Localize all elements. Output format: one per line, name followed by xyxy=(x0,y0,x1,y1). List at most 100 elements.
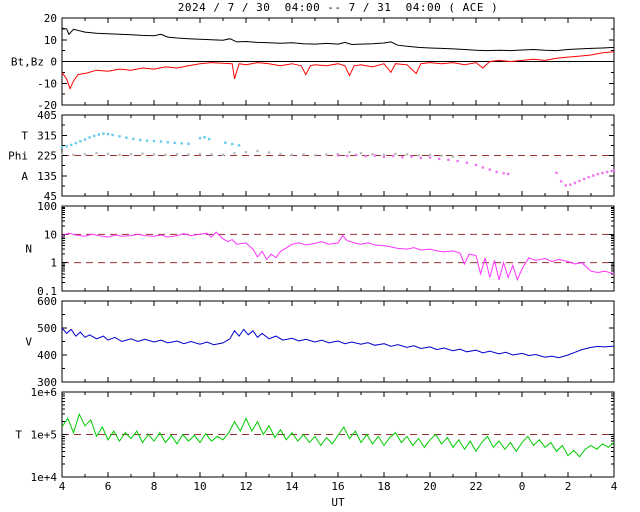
scatter-point-alpha xyxy=(419,156,422,160)
scatter-point-alpha xyxy=(474,163,478,167)
x-axis-label: UT xyxy=(331,496,345,509)
scatter-point-phi xyxy=(325,153,328,156)
scatter-point-phi xyxy=(164,153,167,157)
scatter-point-alpha xyxy=(559,180,563,183)
scatter-point-alpha xyxy=(364,154,367,158)
panel-ylabel: V xyxy=(25,336,32,349)
scatter-point-alpha xyxy=(502,172,505,175)
scatter-point-alpha xyxy=(495,170,498,174)
scatter-point-phi xyxy=(60,152,64,156)
panel-ylabel: Bt,Bz xyxy=(11,56,44,69)
panel-ylabel: Phi xyxy=(8,150,28,163)
panel-speed: 600 500 400 300 V xyxy=(25,295,615,389)
scatter-point-phi xyxy=(359,152,363,155)
panel-angle: 405 315 225 135 45 T Phi A xyxy=(8,109,616,203)
y-tick-label: -20 xyxy=(37,99,57,112)
scatter-point-alpha xyxy=(456,159,459,163)
y-tick-label: 45 xyxy=(44,190,57,203)
x-tick-label: 2 xyxy=(565,480,572,493)
y-tick-label: 135 xyxy=(37,170,57,183)
x-tick-label: 12 xyxy=(239,480,252,493)
scatter-point-theta xyxy=(159,140,163,143)
scatter-point-theta xyxy=(208,137,211,141)
x-tick-label: 8 xyxy=(151,480,158,493)
scatter-point-alpha xyxy=(410,155,413,158)
scatter-point-phi xyxy=(382,153,386,157)
y-tick-label: 405 xyxy=(37,109,57,122)
scatter-point-alpha xyxy=(587,175,590,179)
y-tick-label: 300 xyxy=(37,376,57,389)
scatter-point-phi xyxy=(440,154,443,157)
scatter-point-alpha xyxy=(573,181,577,185)
series-Bt xyxy=(61,27,615,52)
scatter-point-phi xyxy=(210,153,213,156)
scatter-point-phi xyxy=(221,153,225,157)
series-N xyxy=(61,231,615,282)
scatter-point-alpha xyxy=(481,166,485,169)
scatter-point-phi xyxy=(267,151,271,154)
scatter-point-theta xyxy=(237,144,241,147)
scatter-point-theta xyxy=(83,138,87,141)
y-tick-label: 10 xyxy=(44,228,57,241)
y-tick-label: 1 xyxy=(50,257,57,270)
x-tick-label: 6 xyxy=(105,480,112,493)
scatter-point-alpha xyxy=(401,156,404,159)
x-tick-label: 20 xyxy=(423,480,436,493)
panel-ylabel: A xyxy=(21,170,28,183)
scatter-point-phi xyxy=(428,153,432,157)
scatter-point-phi xyxy=(175,152,179,156)
scatter-point-alpha xyxy=(578,179,581,183)
panel-bt-bz: 20 10 0 -10 -20 Bt,Bz xyxy=(11,12,615,112)
scatter-point-theta xyxy=(180,142,183,145)
scatter-point-theta xyxy=(166,141,169,144)
y-tick-label: 225 xyxy=(37,150,57,163)
y-tick-label: 20 xyxy=(44,12,57,25)
y-tick-label: 600 xyxy=(37,295,57,308)
scatter-point-theta xyxy=(152,139,156,143)
scatter-point-phi xyxy=(244,150,248,154)
scatter-point-alpha xyxy=(488,168,491,171)
scatter-point-theta xyxy=(111,133,114,137)
scatter-point-theta xyxy=(79,140,82,143)
scatter-point-phi xyxy=(72,153,75,157)
scatter-point-alpha xyxy=(382,155,386,159)
x-tick-label: 14 xyxy=(285,480,299,493)
chart-title: 2024 / 7 / 30 04:00 -- 7 / 31 04:00 ( AC… xyxy=(177,1,499,14)
y-tick-label: 10 xyxy=(44,34,57,47)
scatter-point-theta xyxy=(187,142,190,145)
y-tick-label: 0.1 xyxy=(37,285,57,298)
x-tick-label: 16 xyxy=(331,480,344,493)
scatter-point-phi xyxy=(451,155,455,158)
scatter-point-theta xyxy=(118,135,121,138)
panel-temperature: 1e+6 1e+5 1e+4 T xyxy=(15,386,615,484)
scatter-point-alpha xyxy=(601,171,604,175)
scatter-point-theta xyxy=(102,132,105,135)
scatter-point-alpha xyxy=(346,154,349,158)
scatter-point-phi xyxy=(152,153,156,156)
x-tick-label: 4 xyxy=(611,480,618,493)
scatter-point-alpha xyxy=(592,174,595,177)
scatter-point-theta xyxy=(173,141,176,145)
scatter-point-phi xyxy=(302,153,305,156)
scatter-point-theta xyxy=(231,142,234,146)
panel-ylabel: T xyxy=(21,129,28,142)
scatter-point-theta xyxy=(132,137,135,141)
scatter-point-phi xyxy=(313,154,317,157)
scatter-point-alpha xyxy=(355,153,358,157)
y-tick-label: 1e+6 xyxy=(31,386,58,399)
scatter-point-alpha xyxy=(582,177,586,181)
panel-frame xyxy=(61,205,615,292)
panel-ylabel: N xyxy=(25,243,32,256)
scatter-point-phi xyxy=(405,153,409,156)
scatter-point-phi xyxy=(394,152,397,156)
scatter-point-theta xyxy=(203,136,206,139)
scatter-point-theta xyxy=(125,136,128,139)
scatter-point-theta xyxy=(97,133,100,136)
scatter-point-phi xyxy=(141,152,144,155)
scatter-point-phi xyxy=(417,154,420,157)
y-tick-label: 0 xyxy=(50,56,57,69)
scatter-point-phi xyxy=(290,153,294,157)
scatter-point-alpha xyxy=(447,158,450,161)
